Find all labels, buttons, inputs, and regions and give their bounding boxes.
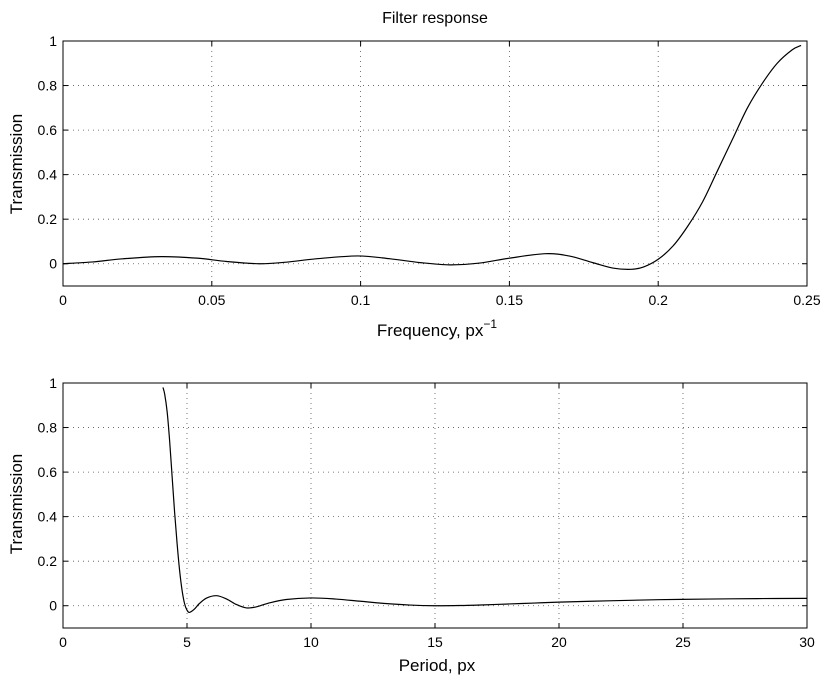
x-tick-label: 10 (303, 634, 319, 650)
y-tick-label: 0.4 (38, 167, 58, 183)
y-tick-label: 0.8 (38, 78, 58, 94)
y-tick-label: 1 (49, 33, 57, 49)
y-axis-label: Transmission (7, 114, 26, 214)
x-tick-label: 0.1 (351, 292, 371, 308)
y-tick-label: 0.8 (38, 420, 58, 436)
y-tick-label: 0 (49, 256, 57, 272)
plot-frame (62, 40, 808, 287)
x-tick-label: 0.15 (496, 292, 523, 308)
x-axis-label: Frequency, px−1 (377, 317, 497, 340)
y-tick-label: 0.2 (38, 211, 58, 227)
x-tick-label: 25 (675, 634, 691, 650)
x-tick-label: 30 (799, 634, 815, 650)
chart-title: Filter response (382, 10, 488, 27)
y-tick-label: 0.6 (38, 122, 58, 138)
x-tick-label: 0.05 (198, 292, 225, 308)
x-axis-label: Period, px (399, 656, 476, 675)
y-tick-label: 0.4 (38, 509, 58, 525)
frequency-response-plot: Filter response 0 0.05 0.1 0.15 0.2 0.25 0 0.2 0… (7, 10, 821, 340)
y-axis-label: Transmission (7, 454, 26, 554)
y-tick-label: 0.6 (38, 464, 58, 480)
x-tick-label: 0.25 (793, 292, 820, 308)
x-tick-label: 0.2 (648, 292, 668, 308)
y-tick-label: 1 (49, 375, 57, 391)
y-tick-label: 0.2 (38, 553, 58, 569)
x-tick-label: 15 (427, 634, 443, 650)
frequency-response-line (62, 44, 802, 270)
x-axis-label-superscript: −1 (483, 317, 497, 331)
y-tick-label: 0 (49, 598, 57, 614)
x-tick-label: 5 (183, 634, 191, 650)
x-tick-label: 20 (551, 634, 567, 650)
x-tick-label: 0 (59, 634, 67, 650)
x-tick-label: 0 (59, 292, 67, 308)
period-response-line (162, 387, 808, 614)
plot-frame (62, 382, 808, 629)
